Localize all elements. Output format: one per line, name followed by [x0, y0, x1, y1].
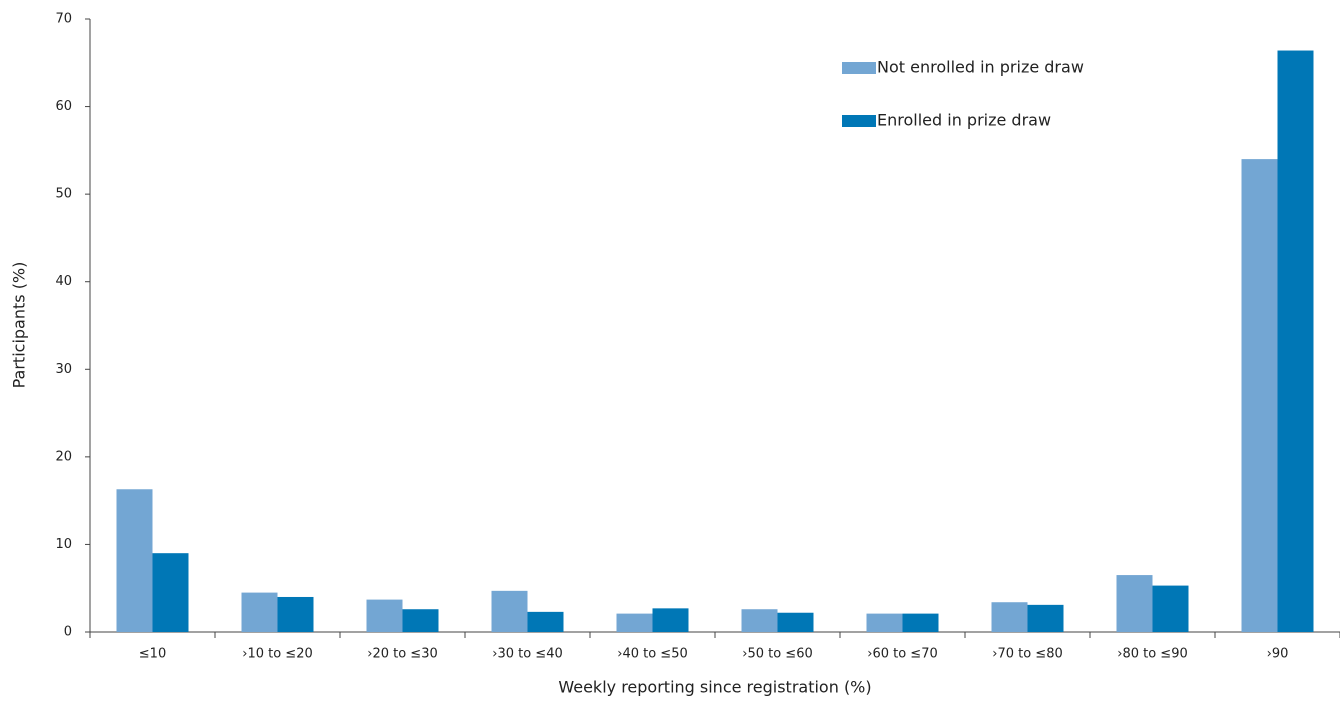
- bar: [527, 611, 564, 632]
- x-tick-label: ›90: [1267, 647, 1289, 662]
- bar: [152, 553, 189, 632]
- bar: [866, 613, 903, 632]
- bar: [652, 608, 689, 632]
- y-tick-label: 60: [55, 99, 72, 114]
- bar: [1277, 50, 1314, 633]
- y-tick-label: 10: [55, 537, 72, 552]
- bar: [1027, 604, 1064, 632]
- y-tick-label: 0: [64, 625, 72, 640]
- bar: [1241, 159, 1278, 632]
- bar: [616, 613, 653, 632]
- bar: [116, 489, 153, 632]
- y-tick-label: 50: [55, 187, 72, 202]
- legend-label: Not enrolled in prize draw: [877, 58, 1084, 77]
- x-tick-label: ›70 to ≤80: [992, 647, 1063, 662]
- x-tick-label: ›10 to ≤20: [242, 647, 313, 662]
- legend-label: Enrolled in prize draw: [877, 111, 1051, 130]
- x-tick-label: ›30 to ≤40: [492, 647, 563, 662]
- bar: [491, 590, 528, 632]
- legend-swatch: [842, 62, 876, 74]
- bar: [1116, 575, 1153, 632]
- x-tick-label: ›20 to ≤30: [367, 647, 438, 662]
- x-tick-label: ›40 to ≤50: [617, 647, 688, 662]
- x-tick-label: ›60 to ≤70: [867, 647, 938, 662]
- bar: [241, 592, 278, 632]
- y-tick-label: 40: [55, 274, 72, 289]
- bar: [1152, 585, 1189, 632]
- x-tick-label: ≤10: [139, 647, 166, 662]
- bar: [277, 596, 314, 632]
- bar: [402, 609, 439, 632]
- y-tick-label: 70: [55, 12, 72, 27]
- x-tick-label: ›50 to ≤60: [742, 647, 813, 662]
- legend-swatch: [842, 115, 876, 127]
- bar: [991, 602, 1028, 632]
- bar: [366, 599, 403, 632]
- bar: [902, 613, 939, 632]
- y-axis-title: Participants (%): [10, 262, 29, 389]
- bar: [741, 609, 778, 632]
- x-tick-label: ›80 to ≤90: [1117, 647, 1188, 662]
- y-tick-label: 20: [55, 449, 72, 464]
- bar: [777, 612, 814, 632]
- y-tick-label: 30: [55, 362, 72, 377]
- x-axis-title: Weekly reporting since registration (%): [558, 678, 871, 697]
